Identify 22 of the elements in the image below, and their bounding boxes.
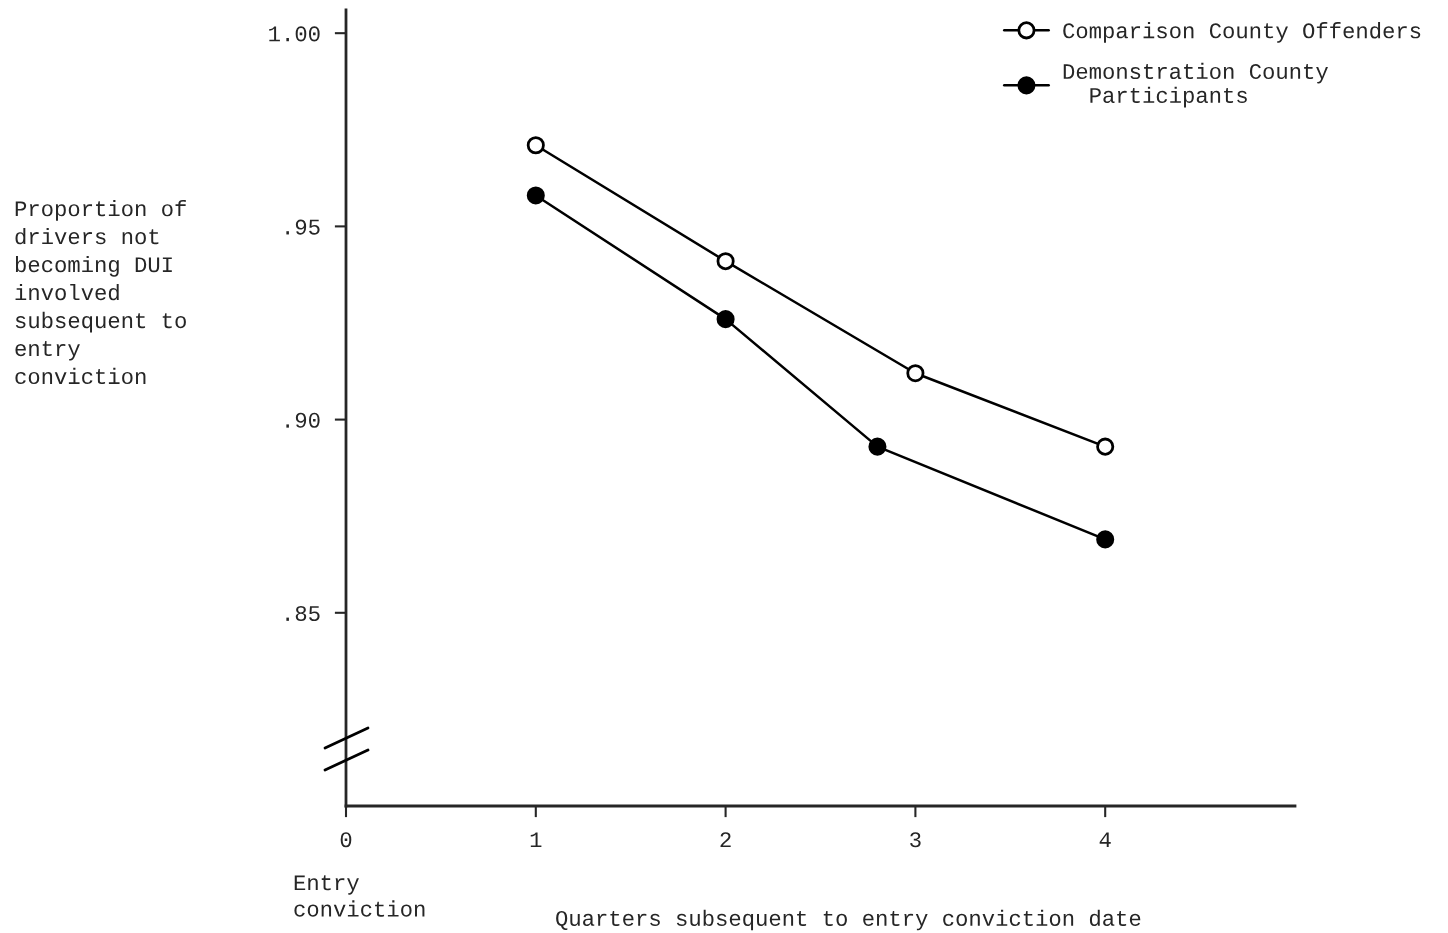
- text: Entry conviction: [294, 875, 425, 917]
- point: [868, 437, 887, 456]
- x-tick-label: 3: [910, 832, 921, 848]
- x-tick-label: 0: [340, 832, 352, 848]
- point: [526, 186, 545, 205]
- point: [1096, 437, 1115, 456]
- x-axis-title: Quarters subsequent to entry conviction date: [556, 909, 1141, 931]
- x-tick-label: 4: [1099, 832, 1111, 848]
- point: [716, 252, 735, 271]
- y-tick-label: 1.00: [269, 26, 320, 42]
- y-axis-title: Proportion of drivers not becoming DUI involved subsequent to entry conviction: [15, 200, 186, 385]
- point: [716, 310, 735, 329]
- y-tick-label: .85: [286, 605, 320, 622]
- point: [906, 364, 925, 383]
- y-tick-label: .90: [286, 412, 320, 428]
- legend-label: Comparison County Offenders: [1063, 22, 1421, 43]
- point: [526, 136, 545, 155]
- legend-label: Demonstration County Participants: [1063, 62, 1328, 108]
- x-tick-label: 1: [530, 832, 542, 848]
- point: [1096, 530, 1115, 549]
- x-tick-label: 2: [720, 832, 731, 848]
- y-tick-label: .95: [286, 219, 320, 235]
